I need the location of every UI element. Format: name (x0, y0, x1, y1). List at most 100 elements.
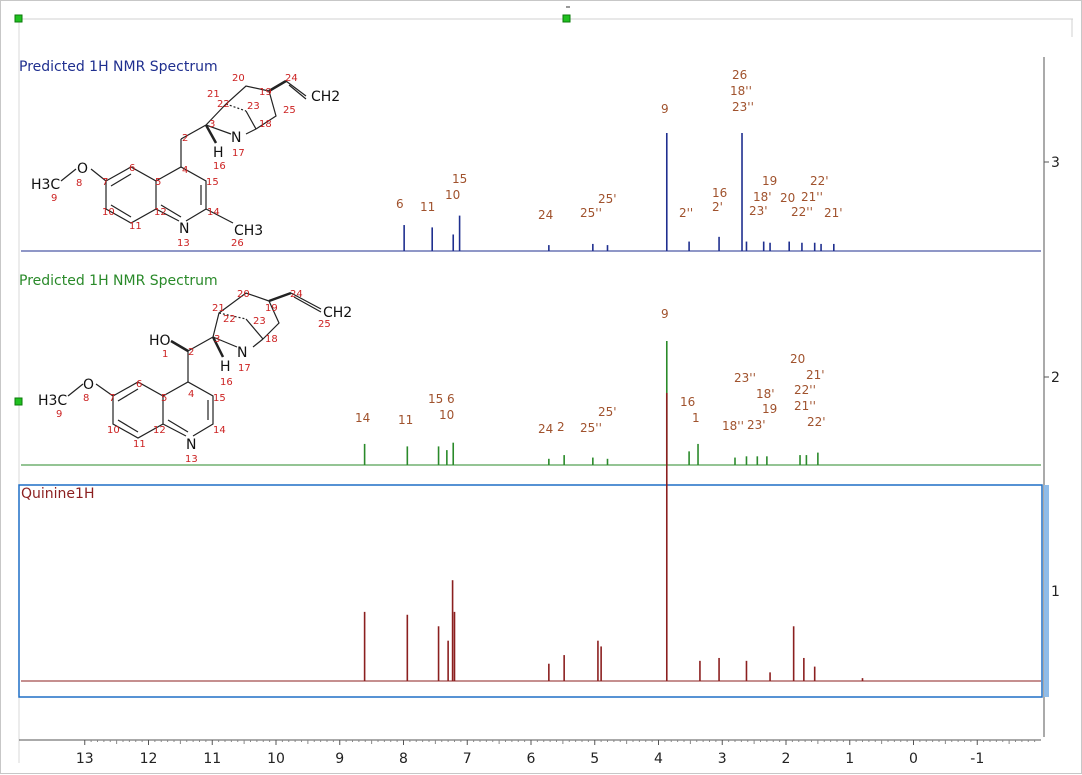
atom-label: 22 (217, 99, 230, 110)
atom-symbol: HO (149, 333, 171, 349)
selection-scroll-indicator[interactable] (1044, 485, 1049, 697)
x-axis-tick-label: 0 (909, 751, 918, 767)
atom-label: 23 (247, 101, 260, 112)
atom-label: 24 (285, 73, 298, 84)
x-axis-tick-label: 6 (527, 751, 536, 767)
double-bond (117, 388, 139, 402)
peak-label: 2'' (679, 206, 693, 220)
atom-label: 21 (212, 303, 225, 314)
atom-label: 9 (51, 193, 57, 204)
pyridine-bond (162, 423, 187, 437)
peak-label: 23'' (734, 371, 756, 385)
peak-label: 25'' (580, 421, 602, 435)
atom-label: 20 (237, 289, 250, 300)
peak-label: 19 (762, 174, 777, 188)
atom-label: 3 (209, 119, 215, 130)
o-bond (60, 168, 77, 182)
peak-label: 11 (420, 200, 435, 214)
peak-label: 1 (692, 411, 700, 425)
peak-label: 18' (753, 190, 772, 204)
atom-label: 19 (259, 87, 272, 98)
o-bond (95, 383, 114, 397)
atom-label: 23 (253, 316, 266, 327)
peak-label: 25' (598, 405, 617, 419)
atom-label: 12 (153, 425, 166, 436)
atom-label: 10 (107, 425, 120, 436)
atom-label: 14 (207, 207, 220, 218)
atom-label: 17 (232, 148, 245, 159)
vinyl-bond (285, 80, 307, 97)
double-bond (167, 419, 189, 433)
peak-label: 24 (538, 422, 553, 436)
selected-panel-frame[interactable] (18, 484, 1043, 698)
atom-label: 13 (177, 238, 190, 249)
atom-symbol: N (231, 130, 241, 146)
pyridine-ring (155, 166, 207, 222)
x-axis-tick-label: 10 (267, 751, 285, 767)
peak-label: 25'' (580, 206, 602, 220)
atom-symbol: H (213, 145, 224, 161)
atom-label: 2 (188, 347, 194, 358)
atom-label: 4 (182, 165, 188, 176)
atom-label: 11 (133, 439, 146, 450)
atom-symbol: N (237, 345, 247, 361)
atom-symbol: H3C (38, 393, 67, 409)
bicyclic-bond (245, 128, 257, 135)
vinyl-bond (290, 292, 322, 310)
x-axis-tick-label: 4 (654, 751, 663, 767)
atom-symbol: CH3 (234, 223, 263, 239)
peak-label: 21' (806, 368, 825, 382)
atom-label: 19 (265, 303, 278, 314)
peak-label: 23' (749, 204, 768, 218)
x-axis-tick-label: 8 (399, 751, 408, 767)
atom-label: 8 (83, 393, 89, 404)
resize-handle-top-left[interactable] (14, 14, 23, 23)
double-bond (160, 204, 182, 218)
bicyclic-bond (252, 338, 264, 348)
double-bond (110, 204, 132, 218)
atom-label: 5 (161, 393, 167, 404)
vinyl-bond (268, 79, 287, 93)
x-axis-tick-label: 2 (782, 751, 791, 767)
mid-molecule-structure (67, 291, 322, 439)
atom-label: 26 (231, 238, 244, 249)
atom-label: 18 (259, 119, 272, 130)
x-axis-tick-label: 13 (76, 751, 94, 767)
atom-symbol: O (77, 161, 88, 177)
peak-label: 11 (398, 413, 413, 427)
x-axis-tick-label: 11 (203, 751, 221, 767)
atom-label: 5 (155, 177, 161, 188)
vinyl-bond (268, 291, 292, 303)
top-panel-title: Predicted 1H NMR Spectrum (19, 59, 218, 75)
peak-label: 2' (712, 200, 723, 214)
c2-bond (180, 124, 207, 140)
resize-handle-left-middle[interactable] (14, 397, 23, 406)
peak-label: 16 (680, 395, 695, 409)
peak-label: 2 (557, 420, 565, 434)
peak-label: 22' (810, 174, 829, 188)
c2-bond (187, 336, 214, 352)
vinyl-double (293, 296, 322, 313)
x-axis-tick-label: -1 (970, 751, 984, 767)
bridge-bond (218, 312, 247, 320)
atom-label: 8 (76, 178, 82, 189)
atom-label: 1 (162, 349, 168, 360)
peak-label: 18'' (722, 419, 744, 433)
bicyclic-ring (205, 85, 277, 130)
bicyclic-bond (205, 124, 232, 135)
mid-panel-title: Predicted 1H NMR Spectrum (19, 273, 218, 289)
top-peak-labels: 26 18'' 23'' 9 15 10 11 6 19 22' 25' 16 … (396, 68, 843, 222)
bottom-spectrum (21, 393, 1041, 682)
peak-label: 22' (807, 415, 826, 429)
right-axis-label: 1 (1051, 584, 1060, 600)
atom-label: 4 (188, 389, 194, 400)
peak-label: 16 (712, 186, 727, 200)
atom-symbol: O (83, 377, 94, 393)
bicyclic-bond (212, 336, 238, 348)
peak-label: 6 (396, 197, 404, 211)
resize-handle-top-center[interactable] (562, 14, 571, 23)
x-axis-ticks: 13 12 11 10 9 8 7 6 5 4 3 2 1 0 -1 (76, 740, 1036, 767)
atom-label: 3 (214, 334, 220, 345)
